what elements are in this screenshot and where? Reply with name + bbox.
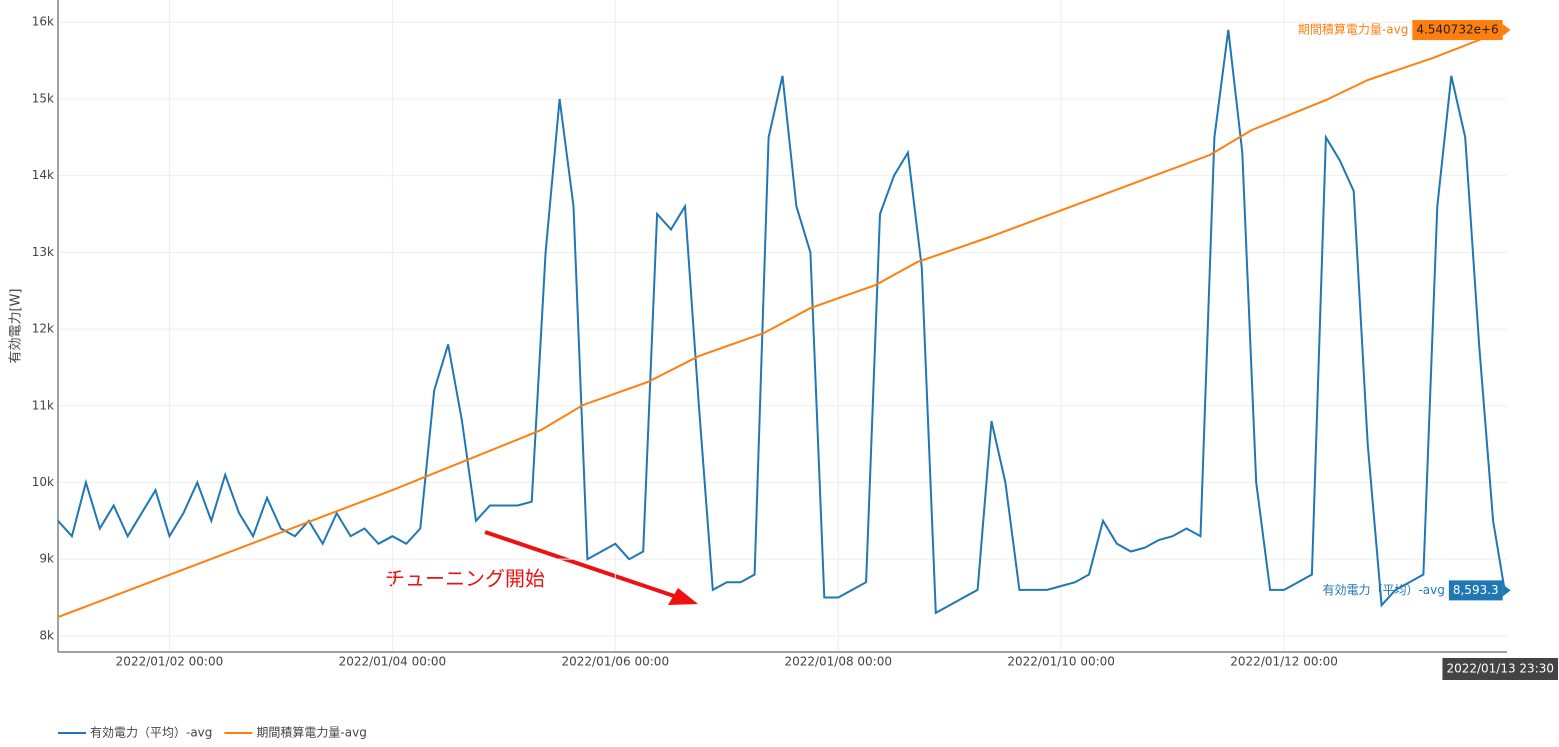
x-tick-label: 2022/01/04 00:00 <box>339 655 447 669</box>
x-tick-label: 2022/01/10 00:00 <box>1007 655 1115 669</box>
x-hover-label: 2022/01/13 23:30 <box>1446 662 1554 676</box>
x-hover-box <box>1442 658 1558 680</box>
y-tick-label: 10k <box>32 475 54 489</box>
y-tick-label: 13k <box>32 245 54 259</box>
hover-value: 4.540732e+6 <box>1416 23 1498 37</box>
y-axis-label: 有効電力[W] <box>9 289 24 364</box>
hover-label: 4.540732e+6 期間積算電力量-avg <box>1298 20 1511 41</box>
hover-label: 8,593.3 有効電力（平均）-avg <box>1322 580 1511 601</box>
y-tick-label: 12k <box>32 322 54 336</box>
y-tick-label: 16k <box>32 15 54 29</box>
legend-label: 有効電力（平均）-avg <box>90 725 212 740</box>
x-tick-label: 2022/01/08 00:00 <box>784 655 892 669</box>
y-tick-label: 9k <box>39 552 54 566</box>
hover-name: 有効電力（平均）-avg <box>1322 582 1444 597</box>
legend-label: 期間積算電力量-avg <box>256 725 366 740</box>
annotation-arrowhead <box>668 588 698 605</box>
line-series <box>57 29 1506 615</box>
hover-pointer <box>1502 24 1511 37</box>
x-tick-label: 2022/01/12 00:00 <box>1230 655 1338 669</box>
annotation: チューニング開始 <box>385 567 545 591</box>
hover-name: 期間積算電力量-avg <box>1298 22 1408 37</box>
grid <box>58 0 1507 652</box>
hover-pointer <box>1502 584 1511 597</box>
line-series <box>57 29 1506 619</box>
hover-value: 8,593.3 <box>1453 583 1499 597</box>
y-tick-label: 8k <box>39 628 54 642</box>
y-tick-label: 15k <box>32 91 54 105</box>
x-tick-label: 2022/01/06 00:00 <box>562 655 670 669</box>
hover-box <box>1448 580 1503 601</box>
y-tick-label: 11k <box>32 398 54 412</box>
hover-box <box>1412 20 1503 41</box>
x-tick-label: 2022/01/02 00:00 <box>116 655 224 669</box>
annotation-arrow <box>484 530 681 600</box>
y-tick-label: 14k <box>32 168 54 182</box>
